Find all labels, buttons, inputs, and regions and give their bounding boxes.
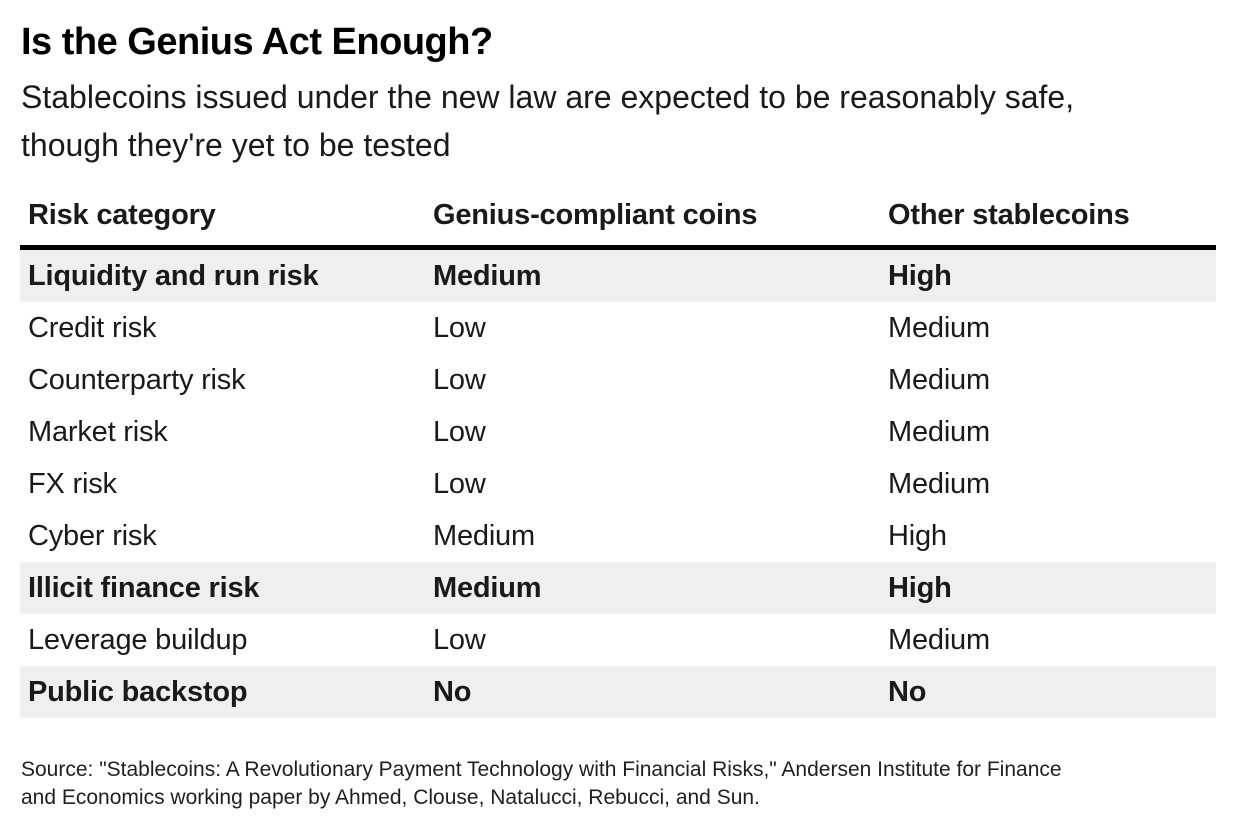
cell-genius-value: Medium <box>425 247 880 302</box>
table-row-counterparty-risk: Counterparty risk Low Medium <box>20 354 1216 406</box>
risk-table: Risk category Genius-compliant coins Oth… <box>20 177 1216 718</box>
column-header-other-stablecoins: Other stablecoins <box>880 177 1216 250</box>
cell-genius-value: Low <box>433 623 486 656</box>
cell-category: Public backstop <box>20 666 425 718</box>
source-note: Source: "Stablecoins: A Revolutionary Pa… <box>21 758 1062 809</box>
cell-genius-value: Low <box>433 363 486 396</box>
cell-other-value: High <box>888 519 947 552</box>
cell-category: Market risk <box>28 415 168 448</box>
table-row-fx-risk: FX risk Low Medium <box>20 458 1216 510</box>
cell-genius-value: Medium <box>425 562 880 614</box>
chart-title: Is the Genius Act Enough? <box>21 21 493 63</box>
cell-genius-value: Low <box>433 311 486 344</box>
table-row-illicit-finance-risk: Illicit finance risk Medium High <box>20 562 1216 614</box>
table-row-liquidity-and-run-risk: Liquidity and run risk Medium High <box>20 247 1216 302</box>
cell-category: Illicit finance risk <box>20 562 425 614</box>
cell-genius-value: Low <box>433 467 486 500</box>
cell-other-value: High <box>880 247 1216 302</box>
cell-category: Cyber risk <box>28 519 157 552</box>
table-row-public-backstop: Public backstop No No <box>20 666 1216 718</box>
table-row-cyber-risk: Cyber risk Medium High <box>20 510 1216 562</box>
cell-category: Credit risk <box>28 311 157 344</box>
cell-other-value: Medium <box>888 467 990 500</box>
cell-other-value: Medium <box>888 363 990 396</box>
cell-other-value: Medium <box>888 311 990 344</box>
column-header-genius-compliant-coins: Genius-compliant coins <box>425 177 880 250</box>
cell-other-value: No <box>880 666 1216 718</box>
cell-genius-value: Medium <box>433 519 535 552</box>
table-row-credit-risk: Credit risk Low Medium <box>20 302 1216 354</box>
table-row-leverage-buildup: Leverage buildup Low Medium <box>20 614 1216 666</box>
cell-other-value: Medium <box>888 415 990 448</box>
cell-other-value: High <box>880 562 1216 614</box>
cell-category: FX risk <box>28 467 117 500</box>
cell-other-value: Medium <box>888 623 990 656</box>
cell-category: Leverage buildup <box>28 623 248 656</box>
table-row-market-risk: Market risk Low Medium <box>20 406 1216 458</box>
cell-category: Counterparty risk <box>28 363 246 396</box>
column-header-risk-category: Risk category <box>20 177 425 250</box>
cell-genius-value: Low <box>433 415 486 448</box>
chart-subtitle: Stablecoins issued under the new law are… <box>21 79 1075 163</box>
table-header-row: Risk category Genius-compliant coins Oth… <box>20 177 1216 250</box>
cell-genius-value: No <box>425 666 880 718</box>
cell-category: Liquidity and run risk <box>20 247 425 302</box>
